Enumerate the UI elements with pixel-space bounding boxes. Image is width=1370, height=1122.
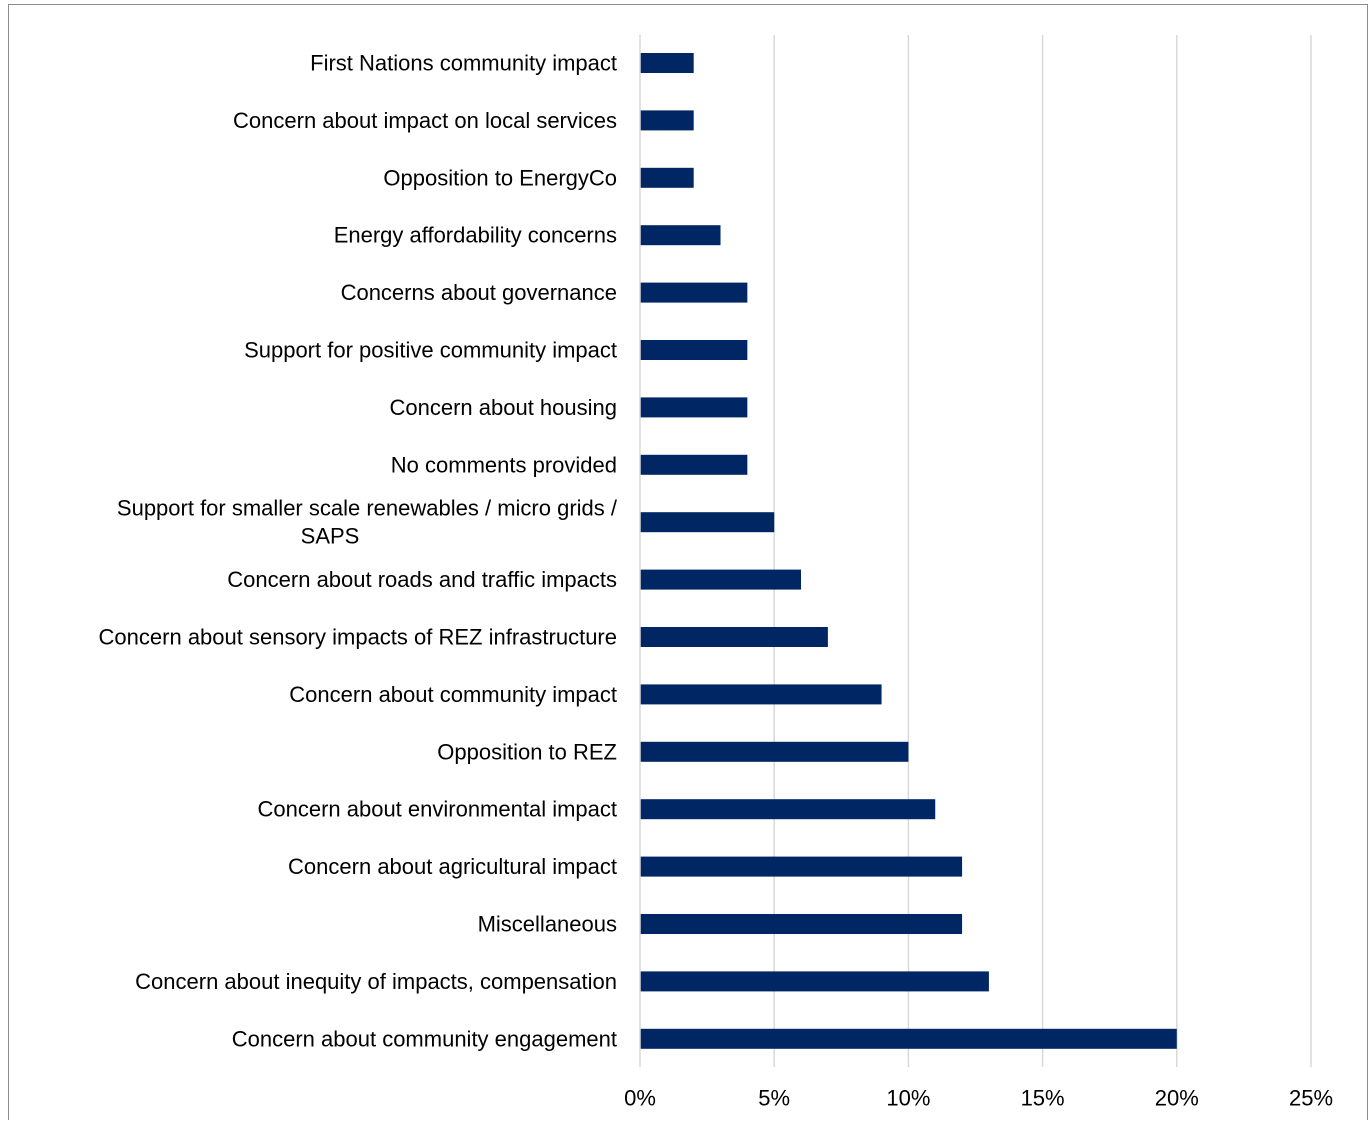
category-labels: First Nations community impact Concern ab… xyxy=(99,51,618,1052)
category-label-13: Concern about environmental impact xyxy=(257,797,617,822)
bar-13 xyxy=(640,799,936,820)
chart-frame: First Nations community impact Concern ab… xyxy=(8,4,1368,1120)
tick-label-20: 20% xyxy=(1155,1086,1199,1111)
tick-labels: 0% 5% 10% 15% 20% 25% xyxy=(624,1086,1333,1111)
bar-16 xyxy=(640,971,989,992)
category-label-17: Concern about community engagement xyxy=(232,1026,617,1051)
tick-label-10: 10% xyxy=(886,1086,930,1111)
category-label-2: Opposition to EnergyCo xyxy=(383,165,617,190)
category-label-14: Concern about agricultural impact xyxy=(288,854,617,879)
category-label-8-line-1: SAPS xyxy=(301,524,360,549)
bar-14 xyxy=(640,856,963,877)
category-label-15: Miscellaneous xyxy=(478,912,617,937)
category-label-0: First Nations community impact xyxy=(310,51,617,76)
bar-3 xyxy=(640,225,721,246)
category-label-16: Concern about inequity of impacts, compe… xyxy=(135,969,617,994)
horizontal-bar-chart: First Nations community impact Concern ab… xyxy=(99,35,1333,1111)
bar-4 xyxy=(640,282,748,303)
category-label-5: Support for positive community impact xyxy=(244,338,617,363)
category-label-3: Energy affordability concerns xyxy=(334,223,617,248)
bar-0 xyxy=(640,53,694,73)
category-label-4: Concerns about governance xyxy=(341,280,617,305)
category-label-7: No comments provided xyxy=(391,452,617,477)
bar-9 xyxy=(640,569,802,590)
bar-12 xyxy=(640,741,909,762)
category-label-11: Concern about community impact xyxy=(289,682,617,707)
bar-7 xyxy=(640,454,748,475)
bar-10 xyxy=(640,627,828,647)
bar-11 xyxy=(640,684,882,705)
bar-17 xyxy=(640,1028,1177,1049)
tick-label-25: 25% xyxy=(1289,1086,1333,1111)
bar-1 xyxy=(640,110,694,131)
category-label-10: Concern about sensory impacts of REZ inf… xyxy=(99,625,617,650)
bar-5 xyxy=(640,340,748,360)
category-label-12: Opposition to REZ xyxy=(437,739,617,764)
category-label-8-line-0: Support for smaller scale renewables / m… xyxy=(117,496,618,521)
category-label-1: Concern about impact on local services xyxy=(233,108,617,133)
bars xyxy=(640,53,1177,1049)
tick-label-15: 15% xyxy=(1021,1086,1065,1111)
bar-6 xyxy=(640,397,748,418)
category-label-9: Concern about roads and traffic impacts xyxy=(227,567,617,592)
tick-label-5: 5% xyxy=(758,1086,790,1111)
bar-2 xyxy=(640,167,694,188)
bar-15 xyxy=(640,914,963,934)
gridlines xyxy=(773,35,1312,1067)
tick-label-0: 0% xyxy=(624,1086,656,1111)
category-label-6: Concern about housing xyxy=(390,395,618,420)
bar-8 xyxy=(640,512,775,533)
